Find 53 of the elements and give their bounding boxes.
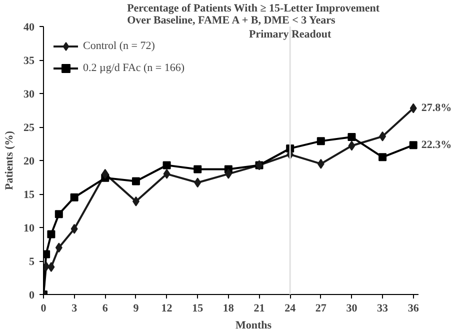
y-tick-label: 0 — [29, 290, 35, 302]
x-tick-label: 30 — [346, 302, 358, 314]
point — [410, 103, 417, 114]
point — [224, 168, 232, 179]
point — [54, 210, 63, 218]
point — [379, 131, 386, 142]
x-tick-label: 21 — [254, 302, 265, 314]
point — [55, 242, 62, 253]
point — [47, 230, 56, 238]
x-axis-title: Months — [235, 320, 272, 332]
x-tick-label: 15 — [192, 302, 204, 314]
x-tick-label: 18 — [222, 302, 234, 314]
legend-label: 0.2 µg/d FAc (n = 166) — [83, 62, 185, 74]
y-tick-label: 30 — [24, 88, 35, 100]
x-tick-label: 33 — [377, 302, 389, 314]
x-tick-label: 0 — [40, 302, 47, 314]
point — [44, 250, 50, 258]
point — [194, 178, 202, 188]
point — [194, 165, 202, 174]
data-label: 27.8% — [421, 102, 452, 114]
point — [70, 193, 78, 202]
y-tick-label: 40 — [24, 22, 35, 34]
y-tick-label: 25 — [24, 122, 35, 134]
x-tick-label: 3 — [72, 302, 78, 314]
point — [316, 137, 325, 146]
point — [378, 153, 387, 162]
point — [162, 161, 171, 170]
point — [132, 196, 140, 206]
x-tick-label: 6 — [102, 302, 108, 314]
ref-line-label: Primary Readout — [248, 28, 332, 40]
point — [132, 177, 140, 186]
y-axis-title: Patients (%) — [4, 130, 16, 190]
x-tick-label: 12 — [161, 302, 173, 314]
y-tick-label: 20 — [24, 156, 35, 168]
point — [348, 133, 356, 142]
legend-label: Control (n = 72) — [83, 40, 155, 52]
point — [163, 168, 170, 179]
data-label: 22.3% — [421, 139, 452, 152]
x-tick-label: 9 — [133, 302, 140, 314]
y-tick-label: 5 — [29, 256, 35, 268]
point — [348, 140, 356, 151]
point — [409, 141, 418, 150]
y-tick-label: 10 — [24, 222, 35, 234]
point — [70, 224, 78, 234]
point — [102, 168, 109, 179]
point — [317, 158, 324, 169]
x-tick-label: 24 — [284, 302, 296, 314]
chart-title: Percentage of Patients With ≥ 15-Letter Improvement Over Baseline, FAME A + B, DME < 3 Years — [127, 2, 380, 26]
x-tick-label: 27 — [315, 302, 327, 314]
point — [48, 262, 55, 272]
x-tick-label: 36 — [408, 302, 420, 314]
y-tick-label: 35 — [24, 55, 35, 67]
y-tick-label: 15 — [24, 189, 35, 201]
